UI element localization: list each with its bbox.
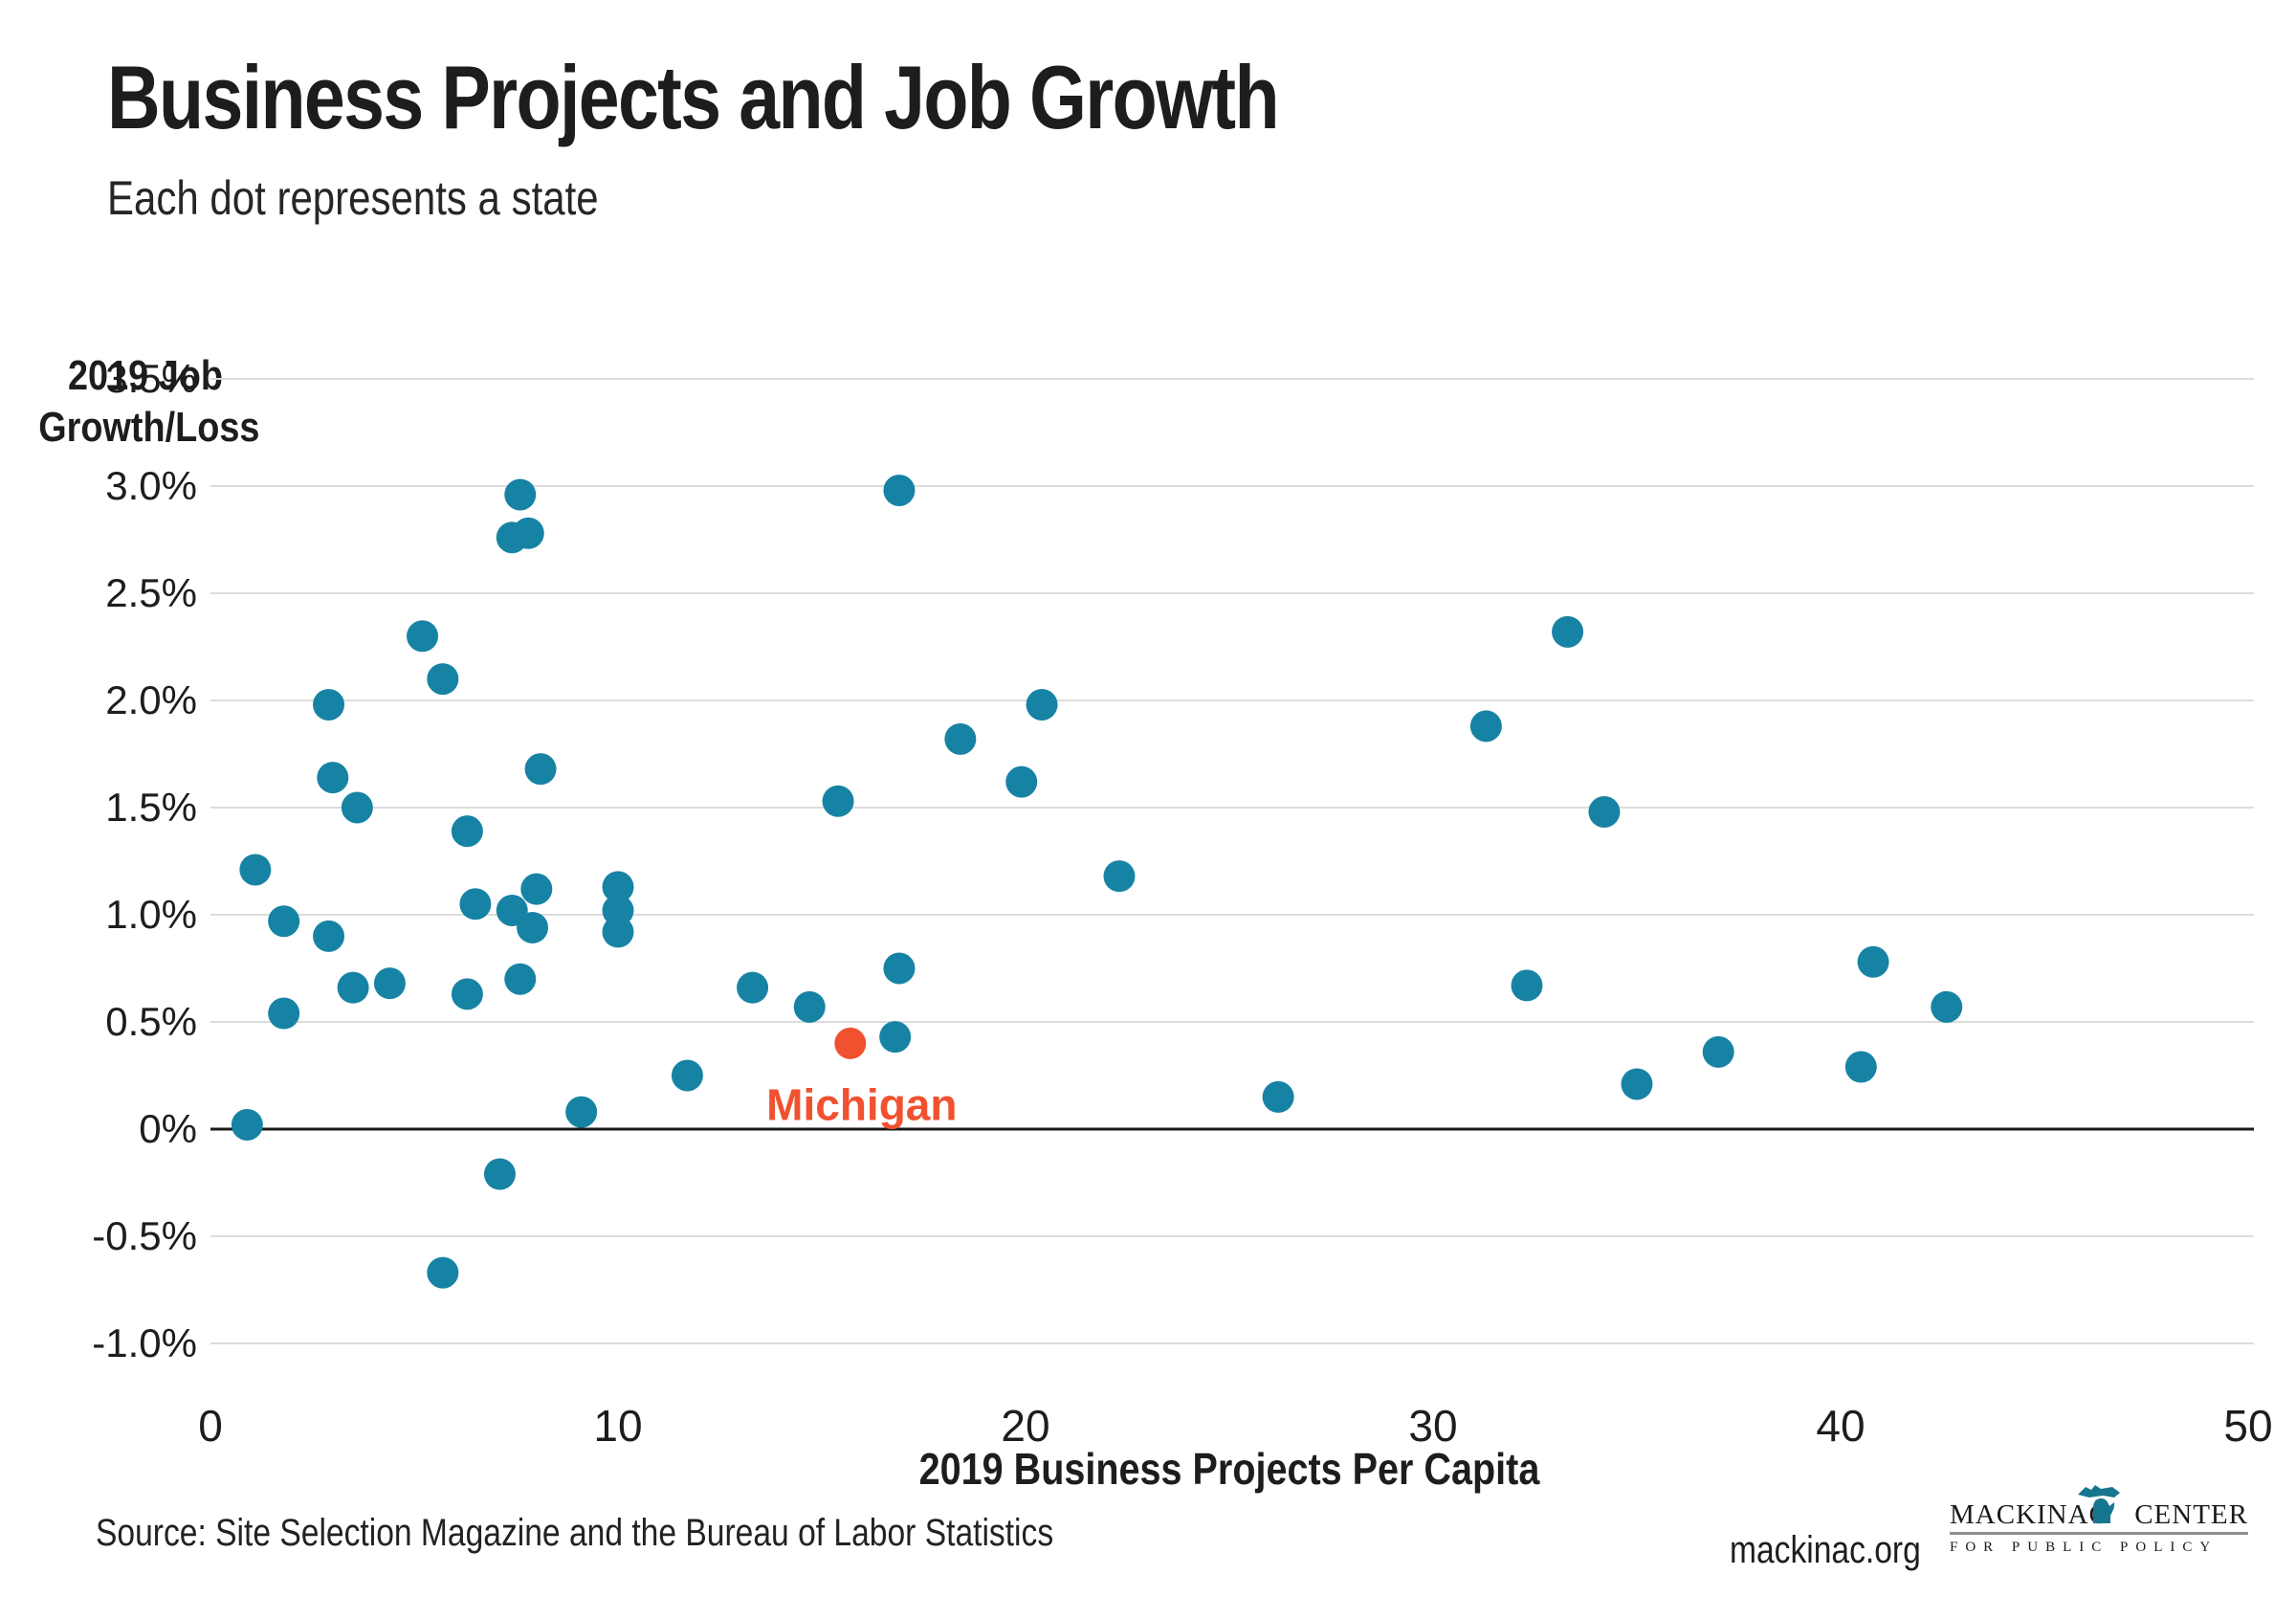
y-tick-label: 0% xyxy=(139,1106,197,1151)
logo-word-center: CENTER xyxy=(2134,1499,2248,1530)
state-dot xyxy=(793,990,826,1023)
logo-wordmark: MACKINAC CENTER xyxy=(1950,1483,2248,1529)
state-dot xyxy=(504,478,537,511)
state-dot xyxy=(1621,1068,1653,1100)
state-dot xyxy=(1103,860,1136,893)
y-axis-title-line2: Growth/Loss xyxy=(38,404,260,451)
state-dot xyxy=(1026,688,1058,721)
chart-subtitle-text: Each dot represents a state xyxy=(107,171,599,225)
state-dot xyxy=(883,474,916,506)
source-text: Source: Site Selection Magazine and the … xyxy=(96,1512,1236,1555)
michigan-state-icon xyxy=(2076,1477,2124,1525)
state-dot xyxy=(427,1256,459,1289)
state-dot xyxy=(517,911,549,943)
state-dot xyxy=(427,663,459,696)
state-dot xyxy=(520,873,553,905)
mackinac-center-logo: MACKINAC CENTER FOR PUBLIC POLICY xyxy=(1950,1483,2248,1556)
state-dot xyxy=(373,967,406,1000)
state-dot xyxy=(883,952,916,985)
state-dot xyxy=(879,1021,912,1054)
x-tick-label: 50 xyxy=(2223,1401,2272,1451)
state-dot xyxy=(231,1109,263,1142)
state-dot xyxy=(737,971,769,1004)
state-dot xyxy=(341,791,373,824)
state-dot xyxy=(565,1096,598,1128)
state-dot xyxy=(944,722,977,755)
y-axis-title: 2019 Job Growth/Loss xyxy=(38,350,260,454)
x-tick-label: 10 xyxy=(593,1401,642,1451)
y-tick-label: 1.0% xyxy=(105,892,197,937)
state-dot xyxy=(1588,795,1621,828)
website-text: mackinac.org xyxy=(1730,1529,1957,1572)
state-dot xyxy=(337,971,369,1004)
state-dot xyxy=(1511,969,1543,1002)
state-dot xyxy=(1844,1051,1877,1083)
state-dot xyxy=(1931,990,1963,1023)
y-tick-label: 2.5% xyxy=(105,570,197,615)
state-dot xyxy=(459,888,492,920)
logo-divider xyxy=(1950,1532,2248,1535)
y-tick-label: -0.5% xyxy=(92,1213,197,1258)
state-dot xyxy=(1005,765,1038,798)
state-dot xyxy=(268,905,300,938)
state-dot xyxy=(268,997,300,1030)
source-text-content: Source: Site Selection Magazine and the … xyxy=(96,1512,1054,1554)
state-dot xyxy=(524,753,557,786)
state-dot xyxy=(313,920,345,952)
logo-word-mackinac: MACKINAC xyxy=(1950,1499,2108,1530)
y-tick-label: 3.0% xyxy=(105,463,197,508)
x-axis-title: 2019 Business Projects Per Capita xyxy=(918,1444,1540,1494)
state-dot xyxy=(1262,1080,1294,1113)
x-tick-label: 20 xyxy=(1001,1401,1049,1451)
y-tick-label: 2.0% xyxy=(105,677,197,722)
y-axis-title-line1: 2019 Job xyxy=(68,352,223,399)
state-dot xyxy=(317,762,349,794)
state-dot xyxy=(1702,1035,1734,1068)
y-tick-label: -1.0% xyxy=(92,1320,197,1365)
website-url: mackinac.org xyxy=(1730,1529,1921,1571)
chart-subtitle: Each dot represents a state xyxy=(107,170,692,226)
state-dot xyxy=(239,854,272,886)
michigan-label: Michigan xyxy=(766,1079,957,1129)
state-dot xyxy=(822,785,854,817)
page-title: Business Projects and Job Growth xyxy=(107,47,1280,147)
state-dot xyxy=(451,978,483,1010)
x-tick-label: 40 xyxy=(1816,1401,1865,1451)
state-dot xyxy=(1857,945,1889,978)
state-dot xyxy=(1469,710,1502,743)
x-tick-label: 30 xyxy=(1408,1401,1457,1451)
state-dot xyxy=(1552,615,1584,648)
state-dot xyxy=(602,916,634,948)
state-dot xyxy=(407,620,439,653)
state-dot xyxy=(313,688,345,721)
state-dot xyxy=(504,963,537,995)
state-dot xyxy=(512,517,544,549)
logo-tagline: FOR PUBLIC POLICY xyxy=(1950,1540,2219,1555)
state-dot xyxy=(483,1158,516,1190)
x-tick-label: 0 xyxy=(198,1401,223,1451)
state-dot xyxy=(671,1059,703,1092)
y-tick-label: 0.5% xyxy=(105,999,197,1044)
y-tick-label: 3.5% xyxy=(105,356,197,401)
state-dot xyxy=(602,871,634,903)
michigan-dot xyxy=(834,1027,867,1059)
y-tick-label: 1.5% xyxy=(105,785,197,830)
state-dot xyxy=(451,815,483,848)
